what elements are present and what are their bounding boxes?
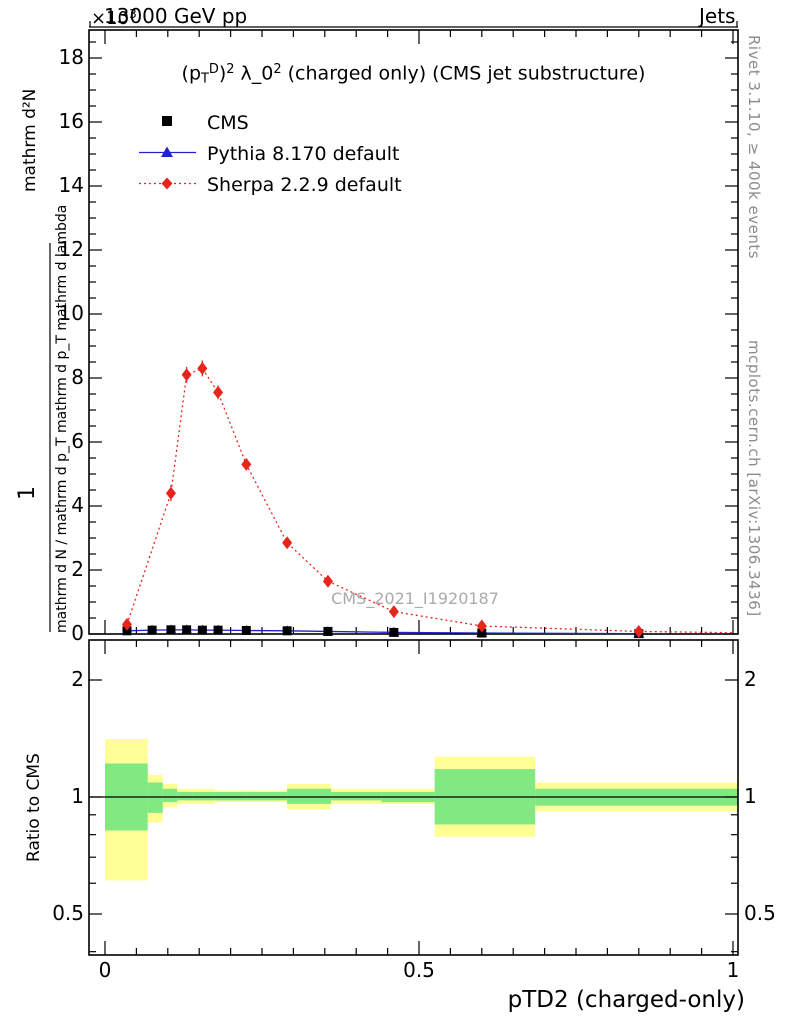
cms-marker	[166, 625, 176, 635]
sherpa-marker	[165, 486, 176, 500]
sherpa-marker	[197, 361, 208, 375]
ratio-ytick-label-left: 2	[71, 667, 84, 691]
text-sup: 2	[226, 62, 235, 77]
legend-marker-pythia	[161, 146, 173, 157]
sherpa-marker	[213, 385, 224, 399]
text-run: (p	[181, 62, 202, 85]
rivet-version-label: Rivet 3.1.10, ≥ 400k events	[744, 35, 763, 260]
main-ytick-label: 8	[71, 365, 84, 389]
text-run: λ_0	[234, 62, 274, 85]
main-ytick-label: 4	[71, 493, 84, 517]
legend-label-pythia: Pythia 8.170 default	[207, 143, 400, 165]
legend-label-cms: CMS	[207, 112, 249, 134]
ratio-band-green	[192, 792, 215, 801]
text-sub: T	[201, 71, 209, 87]
ratio-ytick-label-right: 1	[744, 784, 757, 808]
xtick-label: 1	[726, 958, 740, 982]
legend-marker-sherpa	[161, 177, 173, 190]
cms-marker	[323, 626, 333, 636]
main-ytick-label: 18	[58, 45, 84, 69]
main-ytick-label: 16	[58, 109, 84, 133]
ratio-band-green	[246, 792, 288, 801]
main-plot-frame	[88, 29, 739, 635]
sherpa-marker	[241, 457, 252, 471]
main-ytick-label: 14	[58, 173, 84, 197]
ratio-band-green	[162, 788, 178, 803]
main-ytick-label: 12	[58, 237, 84, 261]
sherpa-marker	[388, 605, 399, 619]
xaxis-label: pTD2 (charged-only)	[507, 987, 745, 1013]
text-run: (charged only) (CMS jet substructure)	[281, 62, 646, 85]
ratio-ytick-label-left: 1	[71, 784, 84, 808]
sherpa-marker	[121, 617, 132, 631]
legend-label-sherpa: Sherpa 2.2.9 default	[207, 174, 402, 196]
text-sup: 2	[273, 62, 282, 77]
cms-marker	[147, 625, 157, 635]
sherpa-marker	[282, 536, 293, 550]
ratio-band-green	[147, 782, 163, 813]
ratio-ytick-label-left: 0.5	[52, 901, 84, 925]
text-sup: 3	[129, 7, 137, 21]
cms-marker	[241, 625, 251, 635]
ratio-band-green	[177, 792, 193, 801]
xtick-label: 0.5	[403, 958, 435, 982]
xtick-label: 0	[98, 958, 112, 982]
observable-group-label: Jets	[699, 4, 736, 28]
cms-marker	[197, 625, 207, 635]
sherpa-marker	[476, 619, 487, 633]
main-ytick-label: 10	[58, 301, 84, 325]
ratio-band-green	[214, 792, 247, 801]
mcplots-attribution-label: mcplots.cern.ch [arXiv:1306.3436]	[744, 340, 763, 617]
y-axis-multiplier: ×103	[91, 7, 137, 31]
cms-marker	[182, 625, 192, 635]
sherpa-marker	[181, 368, 192, 382]
legend-marker-cms	[162, 116, 172, 126]
cms-marker	[282, 626, 292, 636]
ratio-ytick-label-right: 2	[744, 667, 757, 691]
ratio-ytick-label-right: 0.5	[744, 901, 776, 925]
ratio-band-green	[287, 788, 332, 804]
main-ytick-label: 2	[71, 557, 84, 581]
text-run: ×10	[91, 8, 129, 30]
cms-marker	[389, 627, 399, 637]
cms-marker	[213, 625, 223, 635]
sherpa-marker	[322, 574, 333, 588]
main-ytick-label: 0	[71, 621, 84, 645]
main-ytick-label: 6	[71, 429, 84, 453]
text-sup: D	[208, 62, 219, 77]
sherpa-marker	[633, 624, 644, 638]
cms-marker	[477, 628, 487, 638]
text-run: )	[218, 62, 227, 85]
beam-energy-label: 13000 GeV pp	[104, 4, 248, 28]
plot-title: (pTD)2 λ_02 (charged only) (CMS jet subs…	[89, 62, 738, 88]
watermark: CMS_2021_I1920187	[331, 589, 499, 608]
ratio-band-green	[331, 792, 382, 801]
